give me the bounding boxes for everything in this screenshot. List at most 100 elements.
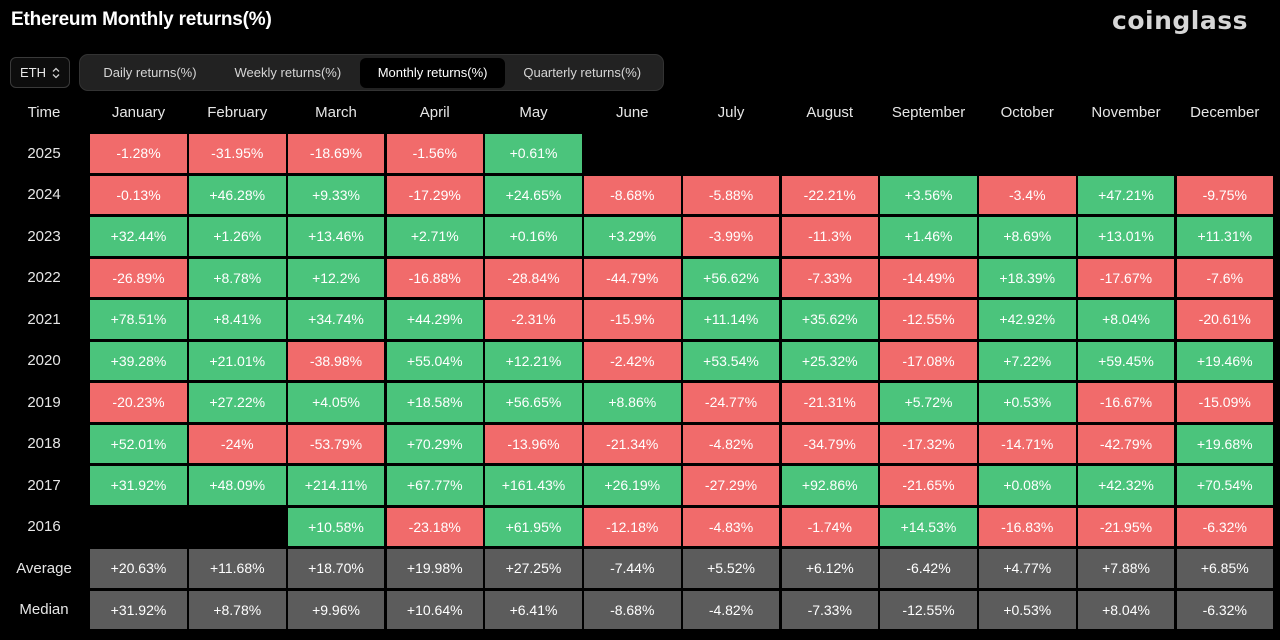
return-cell: -21.31% bbox=[781, 383, 878, 422]
return-cell: -21.34% bbox=[584, 424, 681, 463]
return-cell: +70.54% bbox=[1176, 466, 1273, 505]
return-cell: +52.01% bbox=[90, 424, 187, 463]
month-header-november: November bbox=[1091, 103, 1161, 121]
month-header-june: June bbox=[615, 103, 649, 121]
month-header-march: March bbox=[315, 103, 357, 121]
stat-cell-average: +6.12% bbox=[781, 549, 878, 588]
tab-weekly-returns[interactable]: Weekly returns(%) bbox=[234, 65, 342, 80]
return-cell: -38.98% bbox=[287, 341, 385, 380]
return-cell: +214.11% bbox=[287, 466, 385, 505]
month-header-december: December bbox=[1190, 103, 1260, 121]
stat-cell-median: +31.92% bbox=[90, 590, 187, 629]
year-label-2019: 2019 bbox=[27, 393, 61, 411]
return-cell: +8.78% bbox=[189, 258, 286, 297]
return-cell: +13.01% bbox=[1077, 217, 1175, 256]
asset-select[interactable]: ETH bbox=[10, 57, 70, 88]
return-cell: -17.67% bbox=[1077, 258, 1175, 297]
tab-monthly-returns[interactable]: Monthly returns(%) bbox=[359, 57, 506, 88]
stat-cell-average: +7.88% bbox=[1077, 549, 1175, 588]
return-cell: -11.3% bbox=[781, 217, 878, 256]
return-cell bbox=[584, 134, 681, 173]
month-header-february: February bbox=[207, 103, 268, 121]
month-header-july: July bbox=[717, 103, 745, 121]
stat-cell-average: +20.63% bbox=[90, 549, 187, 588]
stat-cell-median: -4.82% bbox=[682, 590, 780, 629]
return-cell bbox=[683, 134, 780, 173]
return-cell: +48.09% bbox=[189, 466, 286, 505]
return-cell: -42.79% bbox=[1077, 424, 1175, 463]
stat-cell-median: +9.96% bbox=[287, 590, 385, 629]
returns-period-tabs: Daily returns(%) Weekly returns(%) Monthly… bbox=[79, 54, 664, 91]
return-cell: -7.33% bbox=[781, 258, 878, 297]
month-header-august: August bbox=[806, 103, 854, 121]
return-cell: +1.46% bbox=[880, 217, 977, 256]
return-cell: +42.92% bbox=[979, 300, 1076, 339]
return-cell: -3.4% bbox=[979, 175, 1076, 214]
return-cell: -16.67% bbox=[1077, 383, 1175, 422]
return-cell: -18.69% bbox=[287, 134, 385, 173]
return-cell: -24% bbox=[189, 424, 286, 463]
return-cell: +61.95% bbox=[485, 507, 582, 546]
return-cell: +3.56% bbox=[880, 175, 977, 214]
return-cell: -3.99% bbox=[682, 217, 780, 256]
return-cell: +26.19% bbox=[584, 466, 681, 505]
return-cell bbox=[1078, 134, 1175, 173]
return-cell: -14.49% bbox=[880, 258, 977, 297]
return-cell: -2.42% bbox=[584, 341, 681, 380]
year-label-2022: 2022 bbox=[27, 269, 61, 287]
year-label-2023: 2023 bbox=[27, 227, 61, 245]
tab-daily-returns[interactable]: Daily returns(%) bbox=[103, 65, 197, 80]
return-cell: -12.55% bbox=[880, 300, 977, 339]
page-title: Ethereum Monthly returns(%) bbox=[11, 9, 272, 30]
return-cell: +78.51% bbox=[90, 300, 187, 339]
month-header-may: May bbox=[519, 103, 548, 121]
return-cell: +92.86% bbox=[781, 466, 878, 505]
return-cell: -44.79% bbox=[584, 258, 681, 297]
return-cell: +9.33% bbox=[287, 175, 385, 214]
stat-cell-median: -8.68% bbox=[584, 590, 681, 629]
return-cell: -23.18% bbox=[386, 507, 483, 546]
return-cell: -53.79% bbox=[287, 424, 385, 463]
return-cell: +59.45% bbox=[1077, 341, 1175, 380]
return-cell: -9.75% bbox=[1176, 175, 1273, 214]
stat-cell-average: -6.42% bbox=[880, 549, 977, 588]
stat-cell-median: -7.33% bbox=[781, 590, 878, 629]
stat-cell-median: +8.04% bbox=[1077, 590, 1175, 629]
return-cell: +10.58% bbox=[287, 507, 385, 546]
returns-heatmap-table: Time January February March April May June July… bbox=[0, 93, 1273, 629]
stat-cell-average: +27.25% bbox=[485, 549, 582, 588]
return-cell: +55.04% bbox=[386, 341, 483, 380]
stat-cell-average: -7.44% bbox=[584, 549, 681, 588]
stat-cell-average: +6.85% bbox=[1176, 549, 1273, 588]
stat-cell-average: +11.68% bbox=[189, 549, 286, 588]
month-header-april: April bbox=[419, 103, 450, 121]
return-cell: +7.22% bbox=[979, 341, 1076, 380]
return-cell: +19.68% bbox=[1176, 424, 1273, 463]
return-cell bbox=[880, 134, 977, 173]
year-label-2021: 2021 bbox=[27, 310, 61, 328]
return-cell: +53.54% bbox=[682, 341, 780, 380]
return-cell: +8.41% bbox=[189, 300, 286, 339]
return-cell: -6.32% bbox=[1176, 507, 1273, 546]
return-cell: +161.43% bbox=[485, 466, 582, 505]
return-cell bbox=[189, 508, 286, 547]
return-cell: -14.71% bbox=[979, 424, 1076, 463]
return-cell: -7.6% bbox=[1176, 258, 1273, 297]
return-cell: -15.9% bbox=[584, 300, 681, 339]
return-cell: +8.04% bbox=[1077, 300, 1175, 339]
return-cell: +12.21% bbox=[485, 341, 582, 380]
tab-quarterly-returns[interactable]: Quarterly returns(%) bbox=[523, 65, 642, 80]
stat-label-median: Median bbox=[19, 601, 69, 619]
brand-logo: coinglass bbox=[1112, 6, 1248, 35]
return-cell: +0.53% bbox=[979, 383, 1076, 422]
return-cell: +67.77% bbox=[386, 466, 483, 505]
year-label-2024: 2024 bbox=[27, 186, 61, 204]
year-label-2025: 2025 bbox=[27, 144, 61, 162]
return-cell: +70.29% bbox=[386, 424, 483, 463]
stat-cell-median: +0.53% bbox=[979, 590, 1076, 629]
return-cell: -17.32% bbox=[880, 424, 977, 463]
return-cell: +42.32% bbox=[1077, 466, 1175, 505]
return-cell: -1.56% bbox=[386, 134, 483, 173]
return-cell: +24.65% bbox=[485, 175, 582, 214]
return-cell bbox=[782, 134, 879, 173]
